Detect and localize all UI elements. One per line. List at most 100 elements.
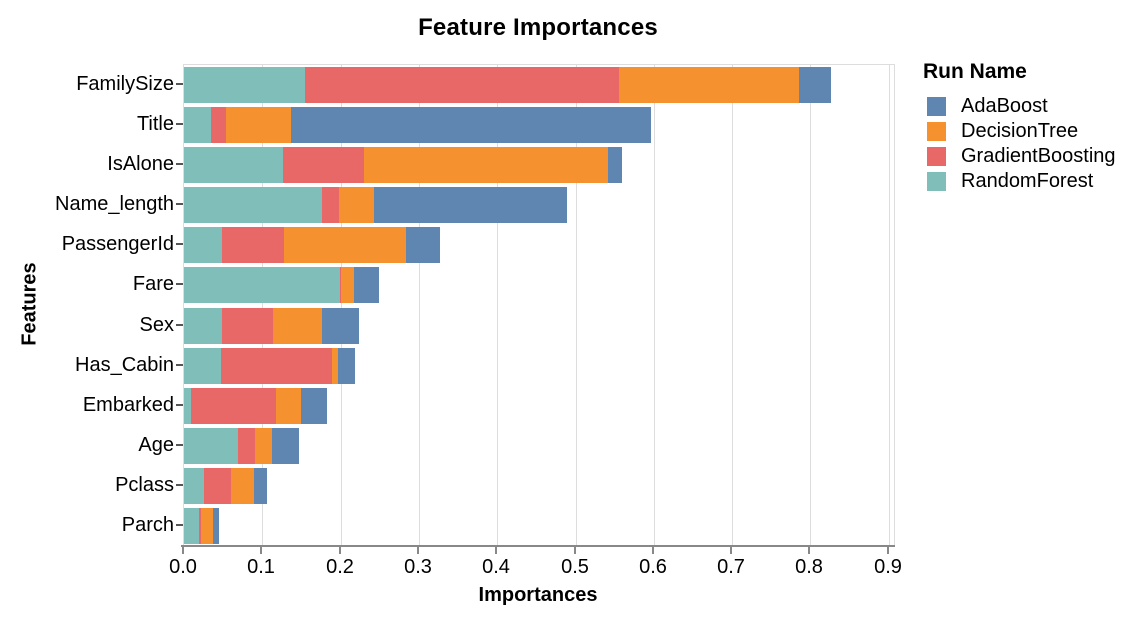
x-tick-label: 0.7 — [717, 556, 745, 578]
y-tick-mark — [176, 163, 183, 165]
bar-segment-RandomForest — [184, 147, 283, 183]
y-tick-label: Pclass — [115, 474, 174, 496]
legend-entry-AdaBoost: AdaBoost — [923, 95, 1116, 117]
bar-segment-GradientBoosting — [305, 67, 619, 103]
bar-segment-AdaBoost — [374, 187, 567, 223]
bar-segment-GradientBoosting — [222, 227, 284, 263]
bar-segment-RandomForest — [184, 267, 340, 303]
y-tick-label: Name_length — [55, 193, 174, 215]
bar-segment-AdaBoost — [291, 107, 651, 143]
legend-label: RandomForest — [961, 170, 1094, 192]
gridline — [810, 65, 811, 546]
gridline — [497, 65, 498, 546]
gridline — [262, 65, 263, 546]
bar-row-Embarked — [184, 388, 894, 424]
bar-segment-AdaBoost — [799, 67, 831, 103]
bar-segment-AdaBoost — [213, 508, 219, 544]
bar-segment-DecisionTree — [341, 267, 354, 303]
bar-segment-RandomForest — [184, 348, 221, 384]
bar-segment-AdaBoost — [254, 468, 267, 504]
bar-row-FamilySize — [184, 67, 894, 103]
bar-row-Title — [184, 107, 894, 143]
bar-segment-DecisionTree — [255, 428, 272, 464]
x-tick-label: 0.5 — [561, 556, 589, 578]
bar-segment-DecisionTree — [273, 308, 322, 344]
y-tick-mark — [176, 404, 183, 406]
bar-segment-RandomForest — [184, 468, 204, 504]
legend-title: Run Name — [923, 60, 1027, 83]
bar-row-Sex — [184, 308, 894, 344]
y-tick-label: Embarked — [82, 394, 174, 416]
bar-row-Parch — [184, 508, 894, 544]
bar-segment-GradientBoosting — [191, 388, 276, 424]
y-tick-label: Parch — [121, 514, 174, 536]
y-tick-mark — [176, 524, 183, 526]
bar-row-Pclass — [184, 468, 894, 504]
x-tick-mark — [574, 547, 576, 554]
bar-segment-AdaBoost — [354, 267, 379, 303]
y-tick-mark — [176, 364, 183, 366]
y-tick-label: PassengerId — [61, 233, 174, 255]
x-tick-label: 0.4 — [482, 556, 510, 578]
legend-entries: AdaBoost DecisionTree GradientBoosting Rand… — [923, 95, 1116, 192]
bar-row-PassengerId — [184, 227, 894, 263]
y-tick-mark — [176, 83, 183, 85]
x-tick-label: 0.1 — [247, 556, 275, 578]
legend-label: GradientBoosting — [961, 145, 1116, 167]
gridline — [889, 65, 890, 546]
y-tick-mark — [176, 283, 183, 285]
bar-segment-RandomForest — [184, 227, 222, 263]
bar-segment-RandomForest — [184, 388, 191, 424]
legend-entry-RandomForest: RandomForest — [923, 170, 1116, 192]
bar-segment-RandomForest — [184, 428, 238, 464]
legend: Run Name AdaBoost DecisionTree GradientBoo… — [923, 60, 1116, 197]
x-tick-label: 0.3 — [404, 556, 432, 578]
y-tick-mark — [176, 484, 183, 486]
bar-segment-RandomForest — [184, 107, 211, 143]
x-tick-mark — [887, 547, 889, 554]
bar-segment-DecisionTree — [226, 107, 291, 143]
bar-segment-AdaBoost — [272, 428, 299, 464]
bar-segment-DecisionTree — [231, 468, 254, 504]
plot-area — [183, 64, 895, 547]
legend-entry-GradientBoosting: GradientBoosting — [923, 145, 1116, 167]
x-tick-mark — [652, 547, 654, 554]
legend-swatch — [927, 147, 946, 166]
bar-segment-AdaBoost — [301, 388, 327, 424]
chart-title: Feature Importances — [418, 14, 658, 41]
legend-swatch — [927, 97, 946, 116]
bar-row-Has_Cabin — [184, 348, 894, 384]
bar-segment-GradientBoosting — [199, 508, 201, 544]
bar-segment-DecisionTree — [284, 227, 406, 263]
gridline — [419, 65, 420, 546]
bar-segment-GradientBoosting — [340, 267, 341, 303]
bar-segment-AdaBoost — [322, 308, 359, 344]
x-tick-label: 0.8 — [795, 556, 823, 578]
legend-entry-DecisionTree: DecisionTree — [923, 121, 1116, 141]
x-tick-label: 0.6 — [639, 556, 667, 578]
bar-row-Age — [184, 428, 894, 464]
bar-row-Name_length — [184, 187, 894, 223]
y-tick-label: Has_Cabin — [75, 354, 174, 376]
y-tick-mark — [176, 324, 183, 326]
bar-segment-GradientBoosting — [211, 107, 226, 143]
bar-segment-DecisionTree — [332, 348, 338, 384]
bar-segment-RandomForest — [184, 308, 222, 344]
bar-segment-DecisionTree — [339, 187, 374, 223]
bar-segment-GradientBoosting — [283, 147, 364, 183]
y-tick-label: FamilySize — [76, 73, 174, 95]
y-tick-label: Title — [136, 113, 174, 135]
bar-segment-AdaBoost — [338, 348, 355, 384]
legend-label: AdaBoost — [961, 95, 1048, 117]
x-tick-label: 0.9 — [874, 556, 902, 578]
x-tick-mark — [495, 547, 497, 554]
y-tick-label: IsAlone — [107, 153, 174, 175]
x-tick-mark — [808, 547, 810, 554]
x-tick-label: 0.2 — [326, 556, 354, 578]
bar-segment-RandomForest — [184, 508, 199, 544]
gridline — [576, 65, 577, 546]
bar-segment-RandomForest — [184, 67, 305, 103]
bar-segment-AdaBoost — [608, 147, 622, 183]
x-axis-domain-line — [181, 545, 895, 547]
